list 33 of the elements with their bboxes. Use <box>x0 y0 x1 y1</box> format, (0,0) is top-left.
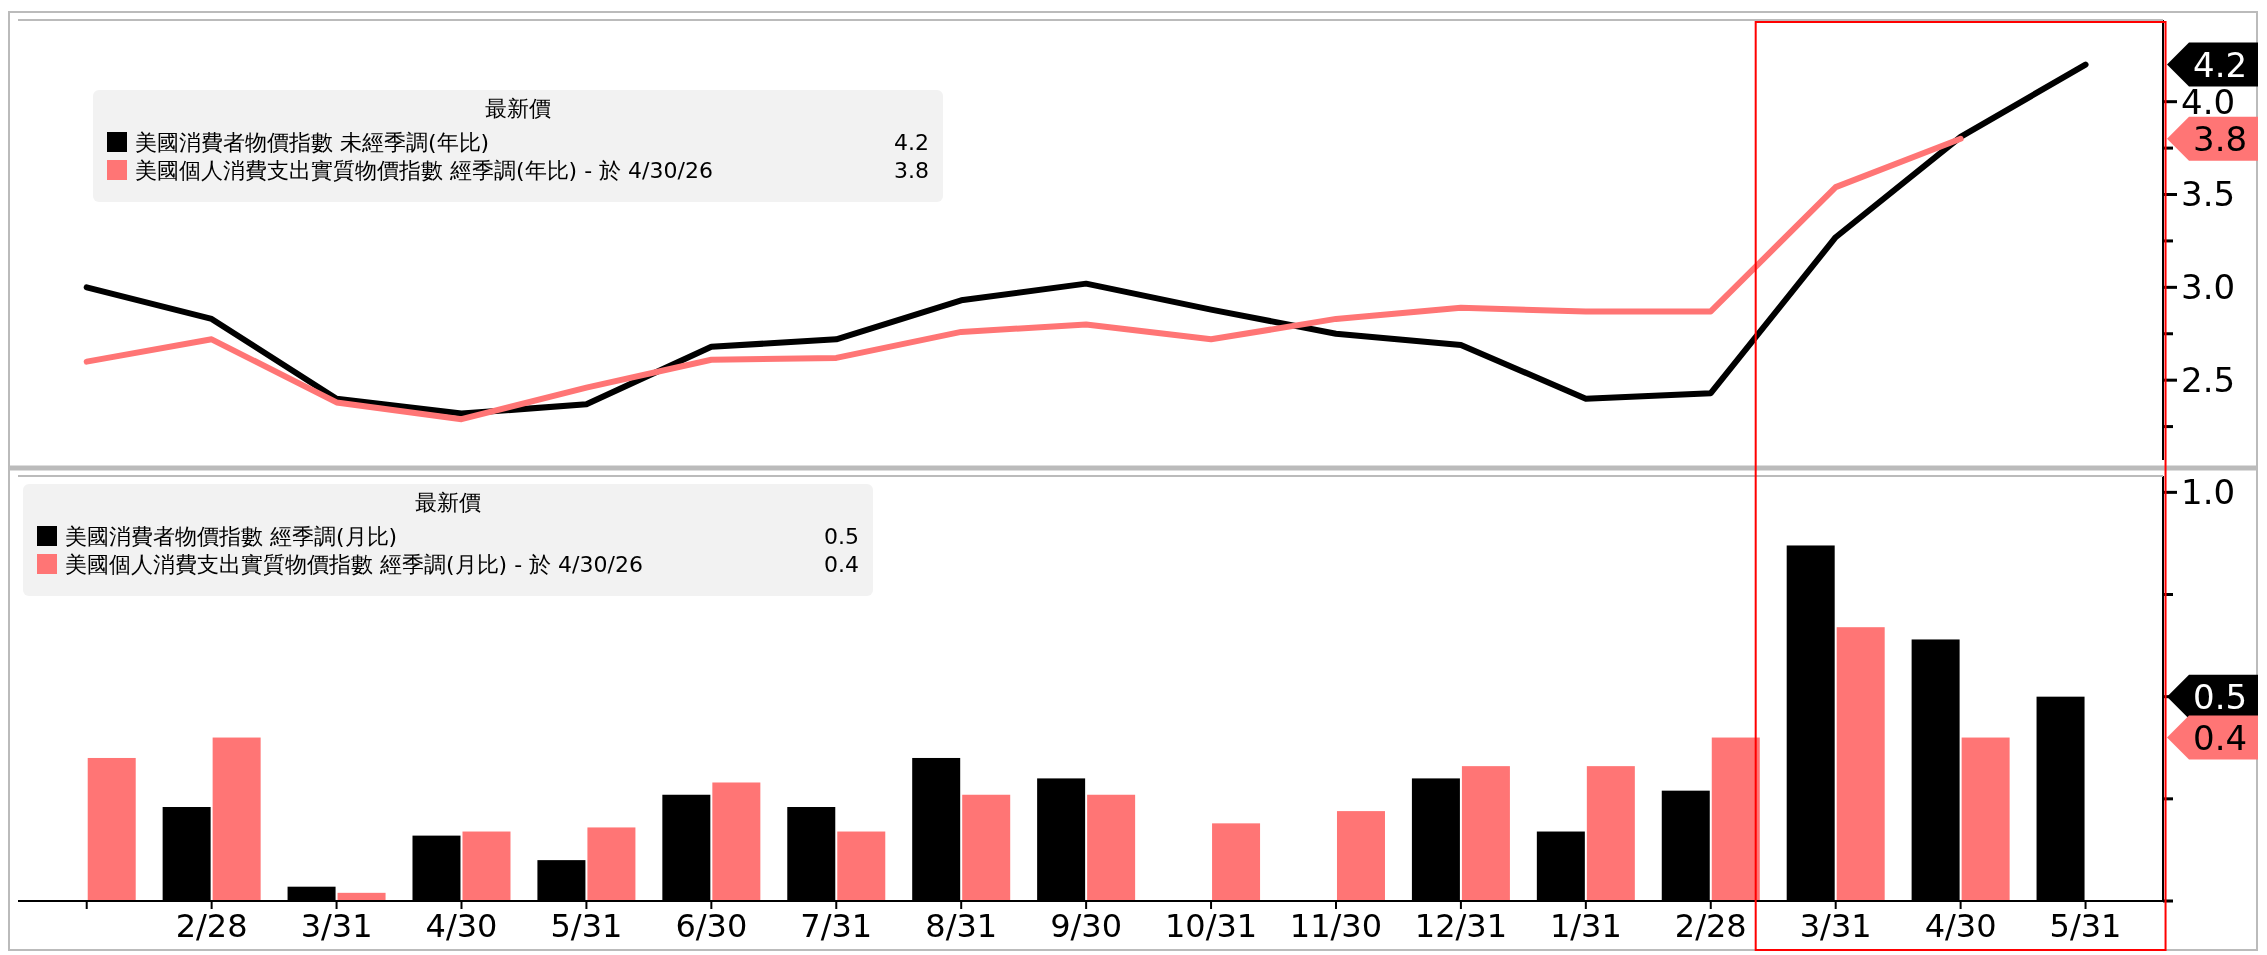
x-tick-label: 3/31 <box>300 907 373 945</box>
x-tick-label: 5/31 <box>2049 907 2122 945</box>
x-tick-label: 11/30 <box>1289 907 1383 945</box>
annotation: 4.2 <box>894 130 929 155</box>
text: 3.8 <box>2193 119 2248 160</box>
legend-label: 美國個人消費支出實質物價指數 經季調(年比) - 於 4/30/26 <box>135 158 713 183</box>
x-tick-label: 4/30 <box>1924 907 1997 945</box>
x-tick-label: 7/31 <box>800 907 873 945</box>
legend-title: 最新價 <box>415 490 481 515</box>
annotation: 0.5 <box>824 524 859 549</box>
legend-title: 最新價 <box>485 96 551 121</box>
legend-label: 美國消費者物價指數 未經季調(年比) <box>135 130 490 155</box>
x-tick-label: 3/31 <box>1799 907 1872 945</box>
x-tick-label: 1/31 <box>1549 907 1622 945</box>
annotation: 3.8 <box>894 158 929 183</box>
x-tick-label: 8/31 <box>925 907 998 945</box>
x-tick-label: 2/28 <box>1674 907 1747 945</box>
x-tick-label: 10/31 <box>1164 907 1258 945</box>
y-tick-label: 3.5 <box>2181 174 2236 215</box>
y-tick-label: 1.0 <box>2181 472 2236 513</box>
x-tick-label: 2/28 <box>175 907 248 945</box>
x-tick-label: 4/30 <box>425 907 498 945</box>
y-tick-label: 2.5 <box>2181 360 2236 401</box>
legend-label: 美國個人消費支出實質物價指數 經季調(月比) - 於 4/30/26 <box>65 552 643 577</box>
y-tick-label: 3.0 <box>2181 267 2236 308</box>
text: 0.4 <box>2193 717 2248 758</box>
x-tick-label: 9/30 <box>1050 907 1123 945</box>
x-tick-label: 6/30 <box>675 907 748 945</box>
x-tick-label: 12/31 <box>1414 907 1508 945</box>
x-tick-label: 5/31 <box>550 907 623 945</box>
legend-label: 美國消費者物價指數 經季調(月比) <box>65 524 398 549</box>
annotation: 0.4 <box>824 552 859 577</box>
text: 0.5 <box>2193 676 2248 717</box>
